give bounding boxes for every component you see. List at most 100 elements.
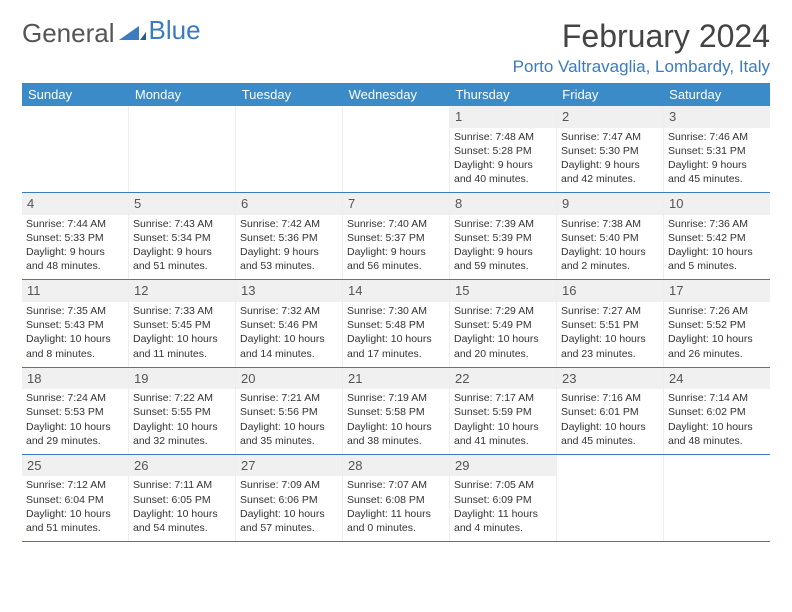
sunset-text: Sunset: 5:49 PM — [454, 318, 552, 332]
weekday-wednesday: Wednesday — [343, 83, 450, 106]
daylight-text: Daylight: 10 hours and 5 minutes. — [668, 245, 766, 273]
sunset-text: Sunset: 5:30 PM — [561, 144, 659, 158]
sunset-text: Sunset: 5:51 PM — [561, 318, 659, 332]
day-cell: 3Sunrise: 7:46 AMSunset: 5:31 PMDaylight… — [664, 106, 770, 192]
sunset-text: Sunset: 6:09 PM — [454, 493, 552, 507]
daylight-text: Daylight: 10 hours and 26 minutes. — [668, 332, 766, 360]
day-number: 29 — [450, 455, 556, 477]
daylight-text: Daylight: 10 hours and 20 minutes. — [454, 332, 552, 360]
daylight-text: Daylight: 10 hours and 29 minutes. — [26, 420, 124, 448]
weekday-monday: Monday — [129, 83, 236, 106]
sunset-text: Sunset: 5:39 PM — [454, 231, 552, 245]
day-number: 19 — [129, 368, 235, 390]
sunrise-text: Sunrise: 7:05 AM — [454, 478, 552, 492]
sunset-text: Sunset: 6:04 PM — [26, 493, 124, 507]
day-number: 10 — [664, 193, 770, 215]
day-cell: 23Sunrise: 7:16 AMSunset: 6:01 PMDayligh… — [557, 368, 664, 454]
daylight-text: Daylight: 9 hours and 42 minutes. — [561, 158, 659, 186]
logo-text-2: Blue — [149, 15, 201, 46]
sunrise-text: Sunrise: 7:46 AM — [668, 130, 766, 144]
day-cell: 4Sunrise: 7:44 AMSunset: 5:33 PMDaylight… — [22, 193, 129, 279]
day-cell: 1Sunrise: 7:48 AMSunset: 5:28 PMDaylight… — [450, 106, 557, 192]
sunset-text: Sunset: 5:36 PM — [240, 231, 338, 245]
daylight-text: Daylight: 10 hours and 51 minutes. — [26, 507, 124, 535]
sunset-text: Sunset: 6:06 PM — [240, 493, 338, 507]
day-number — [664, 455, 770, 459]
week-row: 18Sunrise: 7:24 AMSunset: 5:53 PMDayligh… — [22, 368, 770, 455]
daylight-text: Daylight: 10 hours and 35 minutes. — [240, 420, 338, 448]
sunrise-text: Sunrise: 7:24 AM — [26, 391, 124, 405]
weekday-header-row: SundayMondayTuesdayWednesdayThursdayFrid… — [22, 83, 770, 106]
sunset-text: Sunset: 6:01 PM — [561, 405, 659, 419]
sunset-text: Sunset: 5:45 PM — [133, 318, 231, 332]
day-cell: 5Sunrise: 7:43 AMSunset: 5:34 PMDaylight… — [129, 193, 236, 279]
daylight-text: Daylight: 10 hours and 38 minutes. — [347, 420, 445, 448]
weekday-tuesday: Tuesday — [236, 83, 343, 106]
sunrise-text: Sunrise: 7:44 AM — [26, 217, 124, 231]
logo-text-1: General — [22, 18, 115, 49]
day-cell — [22, 106, 129, 192]
sunrise-text: Sunrise: 7:42 AM — [240, 217, 338, 231]
day-number: 23 — [557, 368, 663, 390]
day-cell: 2 Sunrise: 7:47 AMSunset: 5:30 PMDaylight… — [557, 106, 664, 192]
daylight-text: Daylight: 10 hours and 32 minutes. — [133, 420, 231, 448]
daylight-text: Daylight: 10 hours and 17 minutes. — [347, 332, 445, 360]
day-cell — [557, 455, 664, 541]
sunrise-text: Sunrise: 7:48 AM — [454, 130, 552, 144]
daylight-text: Daylight: 11 hours and 4 minutes. — [454, 507, 552, 535]
sunrise-text: Sunrise: 7:09 AM — [240, 478, 338, 492]
sunset-text: Sunset: 5:56 PM — [240, 405, 338, 419]
daylight-text: Daylight: 10 hours and 14 minutes. — [240, 332, 338, 360]
day-number — [343, 106, 449, 110]
day-number: 15 — [450, 280, 556, 302]
sunset-text: Sunset: 5:48 PM — [347, 318, 445, 332]
day-number: 2 — [557, 106, 663, 128]
daylight-text: Daylight: 11 hours and 0 minutes. — [347, 507, 445, 535]
sunrise-text: Sunrise: 7:16 AM — [561, 391, 659, 405]
day-cell: 10Sunrise: 7:36 AMSunset: 5:42 PMDayligh… — [664, 193, 770, 279]
day-number: 16 — [557, 280, 663, 302]
day-cell: 20Sunrise: 7:21 AMSunset: 5:56 PMDayligh… — [236, 368, 343, 454]
day-number: 28 — [343, 455, 449, 477]
daylight-text: Daylight: 10 hours and 48 minutes. — [668, 420, 766, 448]
daylight-text: Daylight: 9 hours and 59 minutes. — [454, 245, 552, 273]
sunset-text: Sunset: 6:02 PM — [668, 405, 766, 419]
daylight-text: Daylight: 9 hours and 45 minutes. — [668, 158, 766, 186]
daylight-text: Daylight: 10 hours and 11 minutes. — [133, 332, 231, 360]
weekday-thursday: Thursday — [449, 83, 556, 106]
day-number — [22, 106, 128, 110]
day-number: 22 — [450, 368, 556, 390]
day-number: 4 — [22, 193, 128, 215]
sunrise-text: Sunrise: 7:43 AM — [133, 217, 231, 231]
daylight-text: Daylight: 9 hours and 40 minutes. — [454, 158, 552, 186]
sunset-text: Sunset: 5:55 PM — [133, 405, 231, 419]
day-cell: 14Sunrise: 7:30 AMSunset: 5:48 PMDayligh… — [343, 280, 450, 366]
weeks-container: 1Sunrise: 7:48 AMSunset: 5:28 PMDaylight… — [22, 106, 770, 542]
sunset-text: Sunset: 5:52 PM — [668, 318, 766, 332]
sunset-text: Sunset: 5:34 PM — [133, 231, 231, 245]
weekday-sunday: Sunday — [22, 83, 129, 106]
sunset-text: Sunset: 5:28 PM — [454, 144, 552, 158]
sunset-text: Sunset: 5:59 PM — [454, 405, 552, 419]
day-number: 9 — [557, 193, 663, 215]
logo: General Blue — [22, 18, 201, 49]
sunset-text: Sunset: 6:05 PM — [133, 493, 231, 507]
day-cell: 24Sunrise: 7:14 AMSunset: 6:02 PMDayligh… — [664, 368, 770, 454]
daylight-text: Daylight: 10 hours and 45 minutes. — [561, 420, 659, 448]
day-cell: 15Sunrise: 7:29 AMSunset: 5:49 PMDayligh… — [450, 280, 557, 366]
day-cell: 8Sunrise: 7:39 AMSunset: 5:39 PMDaylight… — [450, 193, 557, 279]
day-number: 21 — [343, 368, 449, 390]
location: Porto Valtravaglia, Lombardy, Italy — [513, 57, 770, 77]
logo-icon — [119, 18, 147, 49]
sunrise-text: Sunrise: 7:47 AM — [561, 130, 659, 144]
sunrise-text: Sunrise: 7:32 AM — [240, 304, 338, 318]
day-cell: 18Sunrise: 7:24 AMSunset: 5:53 PMDayligh… — [22, 368, 129, 454]
day-number: 14 — [343, 280, 449, 302]
daylight-text: Daylight: 10 hours and 57 minutes. — [240, 507, 338, 535]
daylight-text: Daylight: 10 hours and 2 minutes. — [561, 245, 659, 273]
day-cell: 21Sunrise: 7:19 AMSunset: 5:58 PMDayligh… — [343, 368, 450, 454]
day-cell — [236, 106, 343, 192]
sunrise-text: Sunrise: 7:39 AM — [454, 217, 552, 231]
daylight-text: Daylight: 9 hours and 51 minutes. — [133, 245, 231, 273]
day-cell: 27Sunrise: 7:09 AMSunset: 6:06 PMDayligh… — [236, 455, 343, 541]
